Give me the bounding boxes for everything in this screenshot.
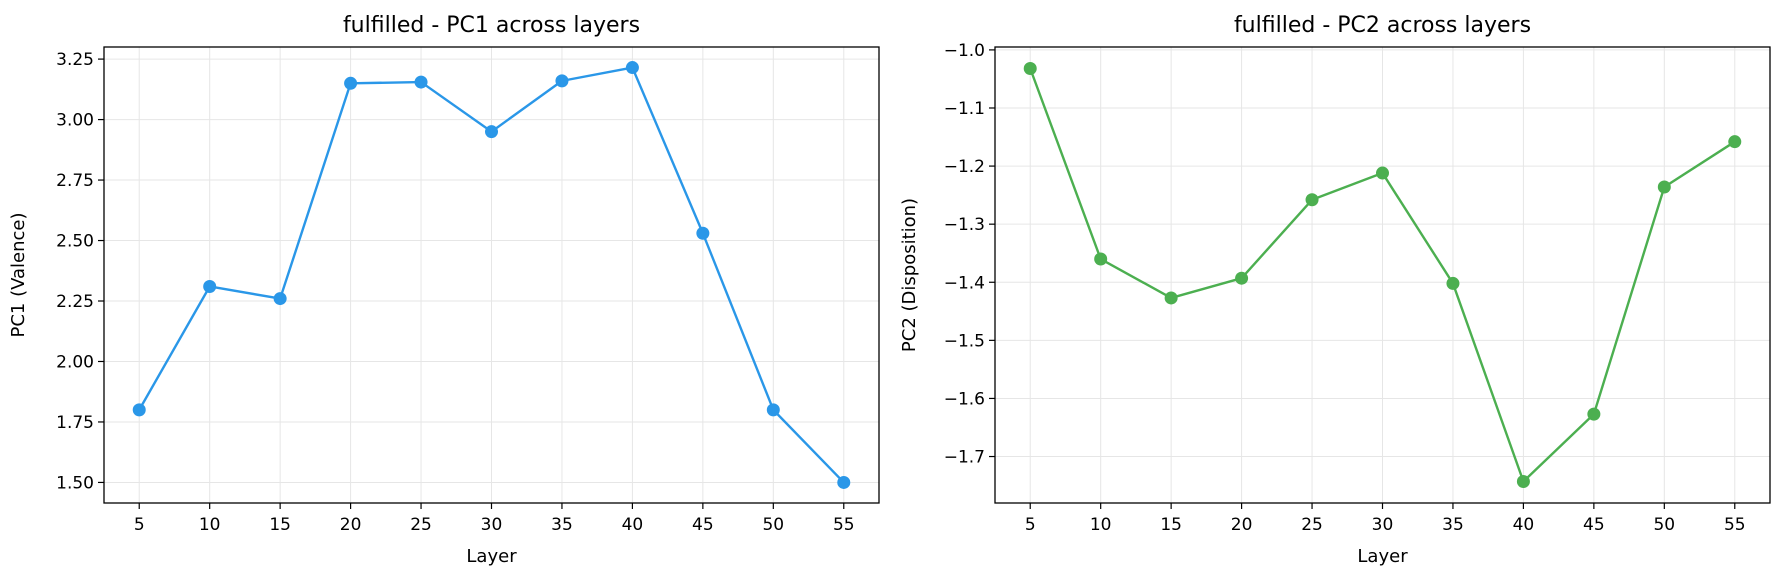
y-tick-label: 2.75 — [56, 171, 94, 191]
data-point — [1094, 252, 1108, 266]
x-axis-label: Layer — [1357, 546, 1408, 567]
x-tick-label: 25 — [410, 515, 432, 535]
grid — [104, 47, 879, 503]
x-tick-label: 55 — [1724, 515, 1746, 535]
x-tick-label: 30 — [1372, 515, 1394, 535]
x-tick-label: 35 — [1442, 515, 1464, 535]
data-point — [837, 475, 851, 489]
y-tick-label: 3.00 — [56, 111, 94, 131]
grid — [995, 47, 1770, 503]
y-tick-label: −1.4 — [944, 273, 985, 293]
x-tick-label: 50 — [1653, 515, 1675, 535]
x-tick-label: 5 — [1025, 515, 1036, 535]
x-tick-label: 15 — [269, 515, 291, 535]
y-tick-label: −1.3 — [944, 215, 985, 235]
data-point — [1235, 271, 1249, 285]
data-point — [1728, 135, 1742, 149]
data-point — [132, 403, 146, 417]
y-tick-label: −1.1 — [944, 99, 985, 119]
x-tick-label: 15 — [1160, 515, 1182, 535]
x-tick-label: 25 — [1301, 515, 1323, 535]
y-tick-label: −1.5 — [944, 331, 985, 351]
y-tick-label: −1.6 — [944, 389, 985, 409]
data-point — [696, 226, 710, 240]
data-point — [1164, 291, 1178, 305]
data-point — [766, 403, 780, 417]
x-tick-label: 40 — [622, 515, 644, 535]
y-tick-label: 2.25 — [56, 292, 94, 312]
x-tick-label: 50 — [762, 515, 784, 535]
y-tick-label: 1.75 — [56, 413, 94, 433]
x-tick-label: 45 — [692, 515, 714, 535]
data-point — [203, 279, 217, 293]
y-tick-label: −1.7 — [944, 448, 985, 468]
x-axis-label: Layer — [466, 546, 517, 567]
x-tick-label: 10 — [1090, 515, 1112, 535]
data-point — [1657, 180, 1671, 194]
data-point — [1023, 61, 1037, 75]
y-tick-label: 2.50 — [56, 232, 94, 252]
data-point — [625, 61, 639, 75]
plot-frame — [994, 46, 1771, 504]
y-axis-label: PC1 (Valence) — [8, 212, 29, 337]
x-tick-label: 45 — [1583, 515, 1605, 535]
x-tick-label: 20 — [1231, 515, 1253, 535]
x-tick-label: 40 — [1513, 515, 1535, 535]
chart-pc2: 5 10 15 20 25 30 35 40 45 50 55 −1.0 −1.1 −1.2 −1.3 −1.… — [899, 13, 1771, 567]
data-point — [1587, 407, 1601, 421]
chart-title: fulfilled - PC1 across layers — [343, 13, 640, 38]
chart-pc1: 5 10 15 20 25 30 35 40 45 50 55 1.50 1.75 2.00 2.25 2.5… — [8, 13, 880, 567]
data-point — [555, 74, 569, 88]
x-tick-label: 10 — [199, 515, 221, 535]
data-point — [485, 125, 498, 139]
x-tick-label: 30 — [481, 515, 503, 535]
x-tick-label: 55 — [833, 515, 855, 535]
y-tick-label: 1.50 — [56, 473, 94, 493]
y-tick-label: −1.2 — [944, 157, 985, 177]
x-tick-label: 20 — [340, 515, 362, 535]
data-point — [344, 76, 358, 90]
data-point — [414, 75, 428, 89]
plot-frame — [103, 46, 880, 504]
data-point — [273, 292, 287, 306]
y-tick-label: 3.25 — [56, 50, 94, 70]
chart-title: fulfilled - PC2 across layers — [1234, 13, 1531, 38]
x-tick-label: 35 — [551, 515, 573, 535]
data-point — [1446, 276, 1460, 290]
y-tick-label: 2.00 — [56, 352, 94, 372]
x-tick-label: 5 — [134, 515, 145, 535]
data-point — [1376, 166, 1389, 180]
data-point — [1305, 193, 1319, 207]
y-tick-label: −1.0 — [944, 41, 985, 61]
y-axis-label: PC2 (Disposition) — [899, 198, 920, 352]
data-point — [1516, 475, 1530, 489]
